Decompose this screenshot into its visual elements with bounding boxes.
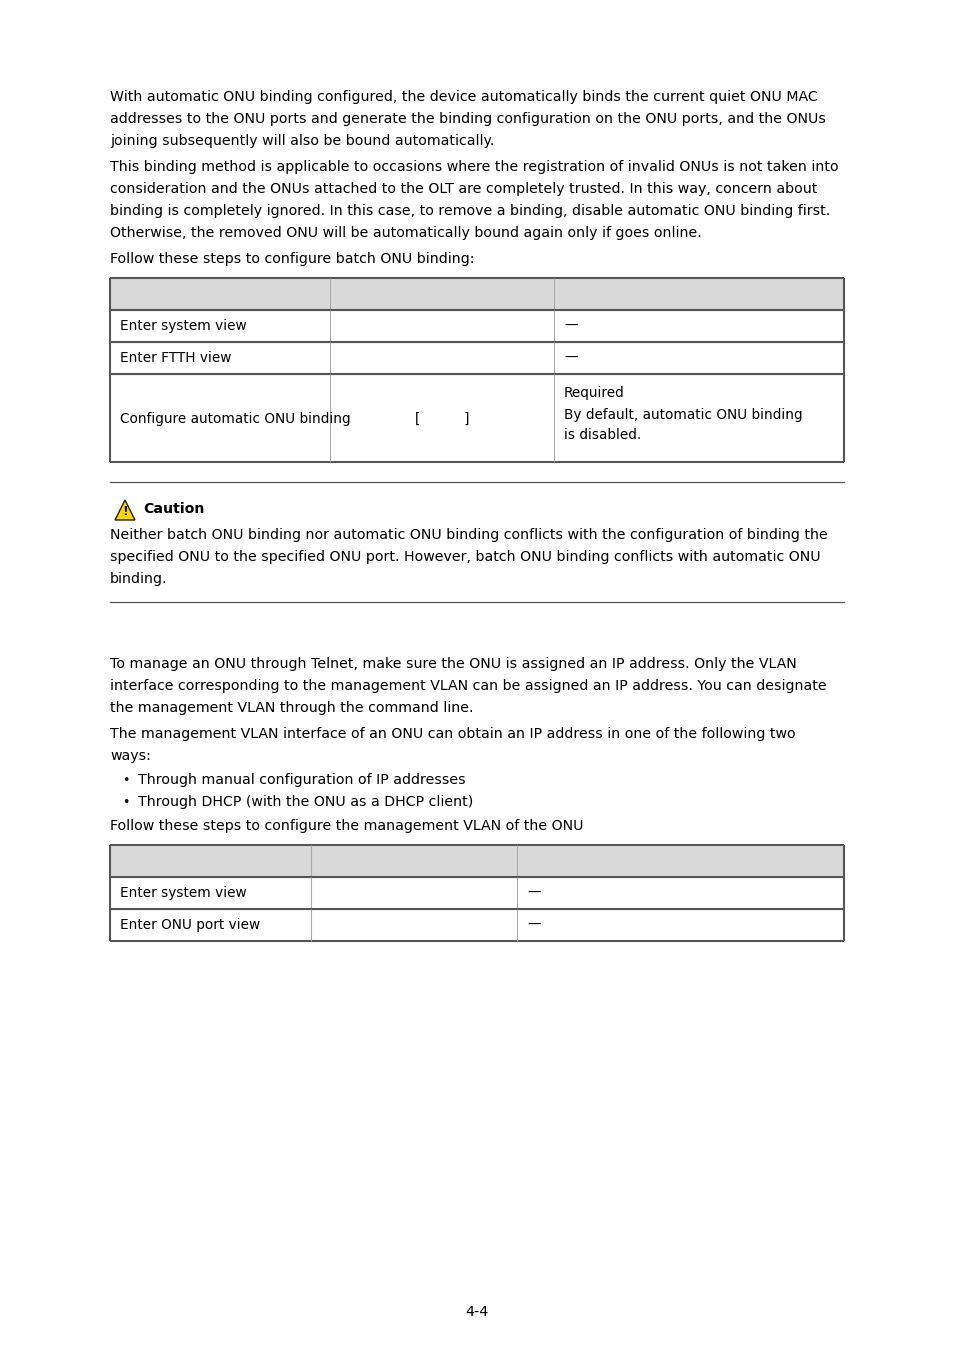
Text: Follow these steps to configure batch ONU binding:: Follow these steps to configure batch ON…	[110, 252, 474, 266]
Bar	[110, 278, 843, 310]
Text: —: —	[526, 918, 540, 932]
Text: 4-4: 4-4	[465, 1305, 488, 1319]
Text: By default, automatic ONU binding: By default, automatic ONU binding	[563, 408, 801, 423]
Text: The management VLAN interface of an ONU can obtain an IP address in one of the f: The management VLAN interface of an ONU …	[110, 728, 795, 741]
Text: Neither batch ONU binding nor automatic ONU binding conflicts with the configura: Neither batch ONU binding nor automatic …	[110, 528, 827, 541]
Text: !: !	[122, 505, 128, 518]
Text: Through manual configuration of IP addresses: Through manual configuration of IP addre…	[138, 774, 465, 787]
Text: Enter ONU port view: Enter ONU port view	[120, 918, 260, 932]
Polygon shape	[115, 500, 135, 520]
Text: •: •	[122, 774, 130, 787]
Text: Follow these steps to configure the management VLAN of the ONU: Follow these steps to configure the mana…	[110, 819, 583, 833]
Text: binding is completely ignored. In this case, to remove a binding, disable automa: binding is completely ignored. In this c…	[110, 204, 829, 217]
Text: •: •	[122, 796, 130, 809]
Text: This binding method is applicable to occasions where the registration of invalid: This binding method is applicable to occ…	[110, 161, 838, 174]
Text: consideration and the ONUs attached to the OLT are completely trusted. In this w: consideration and the ONUs attached to t…	[110, 182, 817, 196]
Text: Otherwise, the removed ONU will be automatically bound again only if goes online: Otherwise, the removed ONU will be autom…	[110, 225, 701, 240]
Text: interface corresponding to the management VLAN can be assigned an IP address. Yo: interface corresponding to the managemen…	[110, 679, 825, 693]
Text: ways:: ways:	[110, 749, 151, 763]
Text: specified ONU to the specified ONU port. However, batch ONU binding conflicts wi: specified ONU to the specified ONU port.…	[110, 549, 820, 564]
Text: Required: Required	[563, 386, 624, 400]
Text: Enter system view: Enter system view	[120, 319, 247, 333]
Text: is disabled.: is disabled.	[563, 428, 640, 441]
Text: [          ]: [ ]	[415, 412, 469, 427]
Text: the management VLAN through the command line.: the management VLAN through the command …	[110, 701, 473, 716]
Text: joining subsequently will also be bound automatically.: joining subsequently will also be bound …	[110, 134, 494, 148]
Text: —: —	[563, 351, 577, 364]
Text: Through DHCP (with the ONU as a DHCP client): Through DHCP (with the ONU as a DHCP cli…	[138, 795, 473, 809]
Text: Configure automatic ONU binding: Configure automatic ONU binding	[120, 412, 351, 427]
Text: To manage an ONU through Telnet, make sure the ONU is assigned an IP address. On: To manage an ONU through Telnet, make su…	[110, 657, 796, 671]
Text: With automatic ONU binding configured, the device automatically binds the curren: With automatic ONU binding configured, t…	[110, 90, 817, 104]
Text: binding.: binding.	[110, 572, 168, 586]
Text: Enter FTTH view: Enter FTTH view	[120, 351, 232, 364]
Text: Caution: Caution	[143, 502, 204, 516]
Bar	[110, 845, 843, 878]
Text: —: —	[526, 886, 540, 900]
Text: addresses to the ONU ports and generate the binding configuration on the ONU por: addresses to the ONU ports and generate …	[110, 112, 825, 126]
Text: Enter system view: Enter system view	[120, 886, 247, 900]
Text: —: —	[563, 319, 577, 333]
